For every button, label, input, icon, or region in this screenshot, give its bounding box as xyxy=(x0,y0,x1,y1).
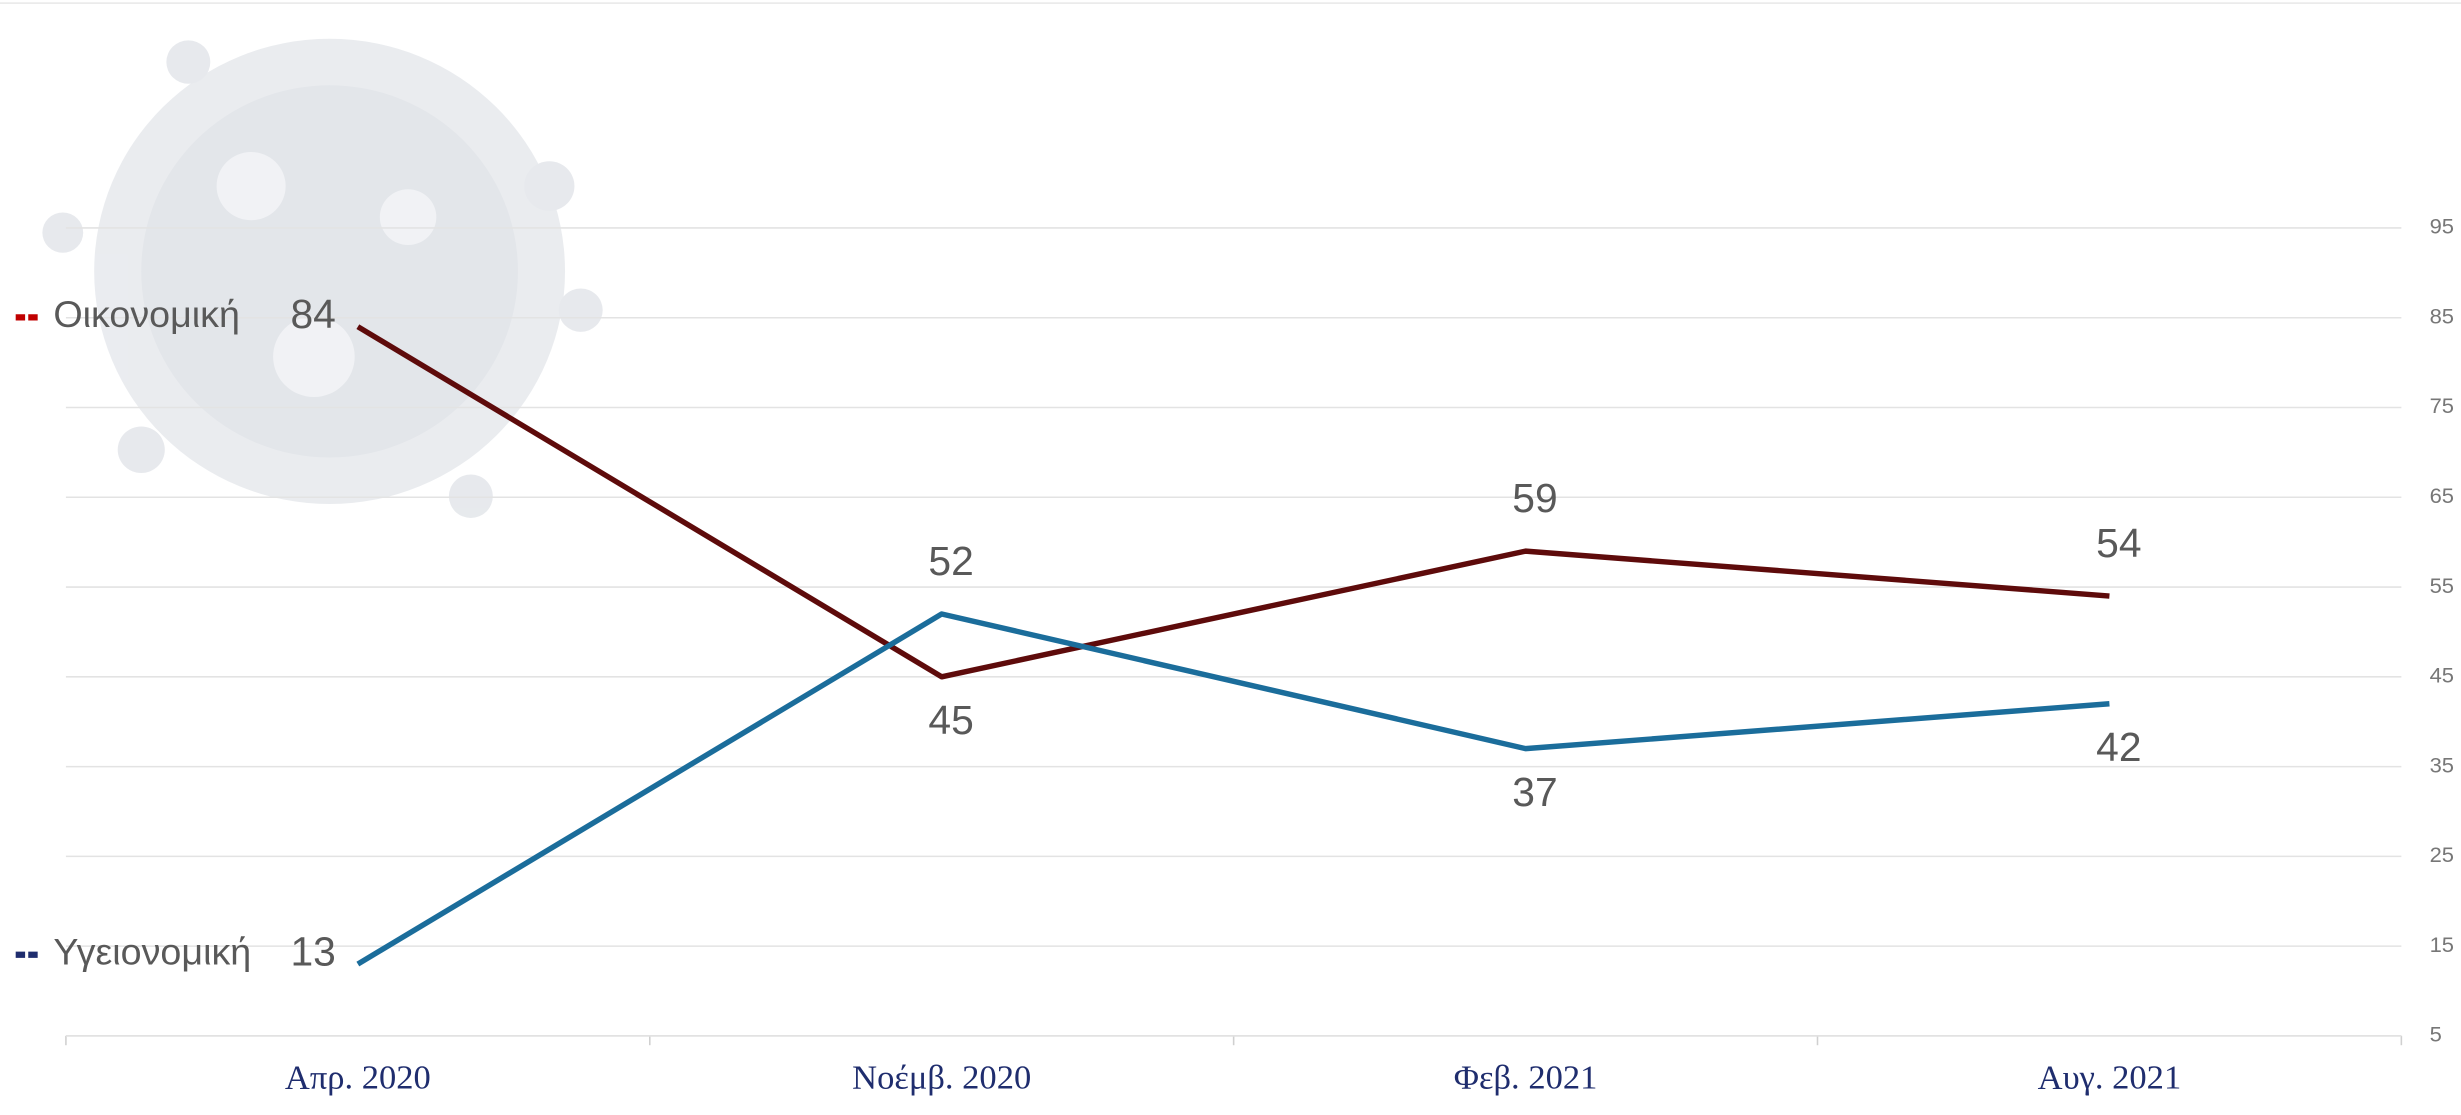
y-tick-label: 25 xyxy=(2430,842,2454,867)
x-tick-label: Αυγ. 2021 xyxy=(2038,1059,2182,1097)
y-tick-label: 45 xyxy=(2430,663,2454,688)
virus-illustration xyxy=(42,38,603,518)
x-axis xyxy=(65,1035,2403,1046)
x-tick-label: Φεβ. 2021 xyxy=(1454,1059,1598,1097)
x-tick-label: Απρ. 2020 xyxy=(285,1059,431,1097)
y-tick-label: 5 xyxy=(2430,1022,2442,1047)
y-tick-label: 35 xyxy=(2430,752,2454,777)
y-tick-label: 55 xyxy=(2430,573,2454,598)
data-label: 54 xyxy=(2096,520,2141,566)
series-line xyxy=(356,324,2110,680)
x-tick-label: Νοέμβ. 2020 xyxy=(852,1059,1031,1097)
data-label: 59 xyxy=(1512,475,1557,521)
y-tick-label: 15 xyxy=(2430,932,2454,957)
data-label: 52 xyxy=(928,538,973,584)
data-label: 13 xyxy=(290,929,335,975)
legend-label: Οικονομική xyxy=(53,293,240,335)
y-tick-label: 85 xyxy=(2430,304,2454,329)
legend-label: Υγειονομική xyxy=(53,931,251,973)
data-label: 37 xyxy=(1512,769,1557,815)
data-label: 84 xyxy=(290,291,335,337)
y-tick-label: 65 xyxy=(2430,483,2454,508)
y-tick-label: 95 xyxy=(2430,214,2454,239)
y-tick-label: 75 xyxy=(2430,393,2454,418)
data-label: 45 xyxy=(928,697,973,743)
data-label: 42 xyxy=(2096,724,2141,770)
series-line xyxy=(356,611,2110,967)
